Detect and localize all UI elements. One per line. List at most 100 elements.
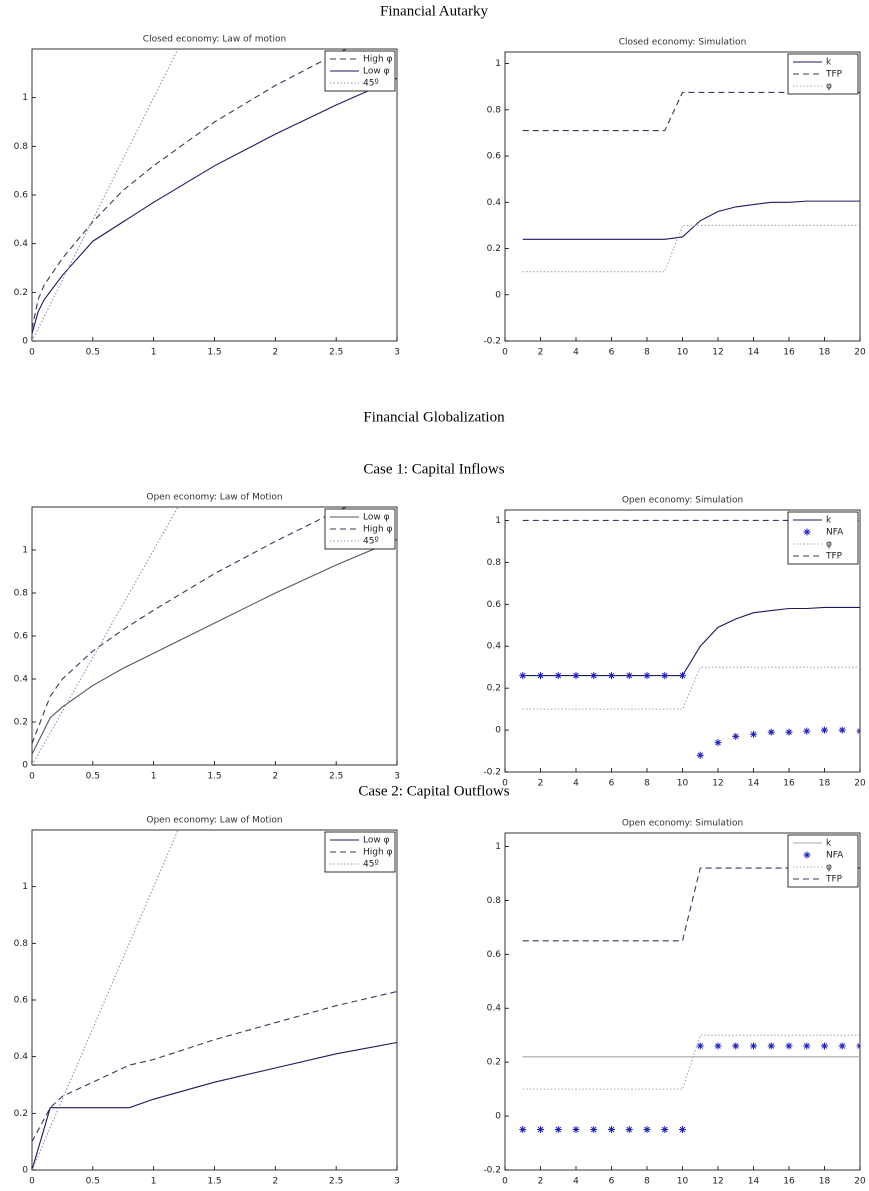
legend-label: NFA xyxy=(826,851,844,861)
y-tick-label: 1 xyxy=(22,882,28,892)
x-tick-label: 2 xyxy=(538,348,544,358)
section-heading: Financial Autarky xyxy=(380,3,488,19)
x-tick-label: 6 xyxy=(609,779,615,789)
y-tick-label: 0 xyxy=(495,726,501,736)
x-tick-label: 0 xyxy=(502,348,508,358)
series-marker xyxy=(838,1042,846,1050)
series-marker xyxy=(608,1126,615,1134)
plot-area xyxy=(31,48,398,342)
chart-title: Closed economy: Simulation xyxy=(619,38,747,48)
x-tick-label: 18 xyxy=(819,348,831,358)
x-tick-label: 6 xyxy=(609,348,615,358)
chart-title: Open economy: Law of Motion xyxy=(146,816,282,826)
series-marker xyxy=(803,1042,811,1050)
y-tick-label: 0.6 xyxy=(14,632,29,642)
series-marker xyxy=(643,672,651,680)
legend-label: High φ xyxy=(363,848,393,858)
x-tick-label: 0 xyxy=(29,1177,35,1187)
x-tick-label: 0 xyxy=(502,779,508,789)
x-tick-label: 10 xyxy=(677,779,689,789)
plot-area xyxy=(31,506,398,766)
x-tick-label: 12 xyxy=(712,1177,723,1187)
x-tick-label: 14 xyxy=(748,1177,760,1187)
series-marker xyxy=(608,672,615,680)
series-marker xyxy=(537,672,544,680)
y-tick-label: 0.2 xyxy=(487,244,501,254)
x-tick-label: 16 xyxy=(783,1177,795,1187)
x-tick-label: 3 xyxy=(394,772,400,782)
legend-swatch xyxy=(803,851,811,859)
y-tick-label: -0.2 xyxy=(483,1166,501,1176)
series-group xyxy=(32,830,397,1170)
series-marker xyxy=(572,672,580,680)
series-line xyxy=(522,224,860,273)
x-tick-label: 3 xyxy=(394,348,400,358)
series-marker xyxy=(625,1126,633,1134)
y-tick-label: 1 xyxy=(495,516,501,526)
series-line xyxy=(32,507,348,744)
x-tick-label: 18 xyxy=(819,779,831,789)
y-tick-label: 0.4 xyxy=(487,1004,502,1014)
y-tick-label: 0.8 xyxy=(487,558,502,568)
legend-label: Low φ xyxy=(363,836,390,846)
legend-label: Low φ xyxy=(363,67,390,77)
series-marker xyxy=(661,1126,669,1134)
series-group xyxy=(519,867,860,1134)
series-marker xyxy=(821,1042,828,1050)
x-tick-label: 0 xyxy=(29,772,35,782)
legend-box xyxy=(787,53,859,95)
legend-label: TFP xyxy=(825,552,843,562)
x-tick-label: 8 xyxy=(644,1177,650,1187)
series-line xyxy=(522,200,860,240)
y-tick-label: 1 xyxy=(22,546,28,556)
y-tick-label: 0.8 xyxy=(14,939,29,949)
series-marker xyxy=(572,1126,580,1134)
x-tick-label: 6 xyxy=(609,1177,615,1187)
case-heading: Case 1: Capital Inflows xyxy=(363,461,504,477)
legend-label: 45º xyxy=(363,860,379,870)
series-marker xyxy=(714,1042,722,1050)
legend-label: Low φ xyxy=(363,513,390,523)
x-tick-label: 1.5 xyxy=(207,772,221,782)
y-tick-label: 0 xyxy=(22,1166,28,1176)
x-tick-label: 2 xyxy=(272,1177,278,1187)
x-tick-label: 14 xyxy=(748,779,760,789)
series-line xyxy=(32,1041,397,1170)
legend-label: k xyxy=(826,58,832,68)
plot-area xyxy=(504,51,861,342)
series-marker xyxy=(767,728,775,736)
case-heading: Case 2: Capital Outflows xyxy=(358,783,509,799)
y-tick-label: 0.8 xyxy=(14,142,29,152)
chart-title: Open economy: Simulation xyxy=(622,819,743,829)
series-line xyxy=(32,49,348,329)
chart-title: Open economy: Simulation xyxy=(622,496,743,506)
x-tick-label: 0.5 xyxy=(86,348,100,358)
x-tick-label: 10 xyxy=(677,1177,689,1187)
series-marker xyxy=(661,672,669,680)
series-marker xyxy=(714,739,722,747)
x-tick-label: 12 xyxy=(712,779,723,789)
plot-area xyxy=(31,829,398,1171)
y-tick-label: 0 xyxy=(495,1112,501,1122)
y-tick-label: 0 xyxy=(495,290,501,300)
plot-area xyxy=(504,832,861,1171)
x-tick-label: 1 xyxy=(151,772,157,782)
series-marker xyxy=(679,1126,686,1134)
y-tick-label: 0.4 xyxy=(14,1052,29,1062)
x-tick-label: 16 xyxy=(783,348,795,358)
y-tick-label: 0.8 xyxy=(14,589,29,599)
x-tick-label: 0.5 xyxy=(86,772,100,782)
x-tick-label: 2 xyxy=(538,779,544,789)
legend-label: High φ xyxy=(363,525,393,535)
x-tick-label: 0.5 xyxy=(86,1177,100,1187)
x-tick-label: 8 xyxy=(644,779,650,789)
series-line xyxy=(32,538,397,755)
y-tick-label: 1 xyxy=(495,59,501,69)
series-marker xyxy=(856,727,860,735)
x-tick-label: 1 xyxy=(151,1177,157,1187)
series-marker xyxy=(838,726,846,734)
y-tick-label: 0 xyxy=(22,761,28,771)
legend-swatch xyxy=(803,528,811,536)
series-marker xyxy=(643,1126,651,1134)
